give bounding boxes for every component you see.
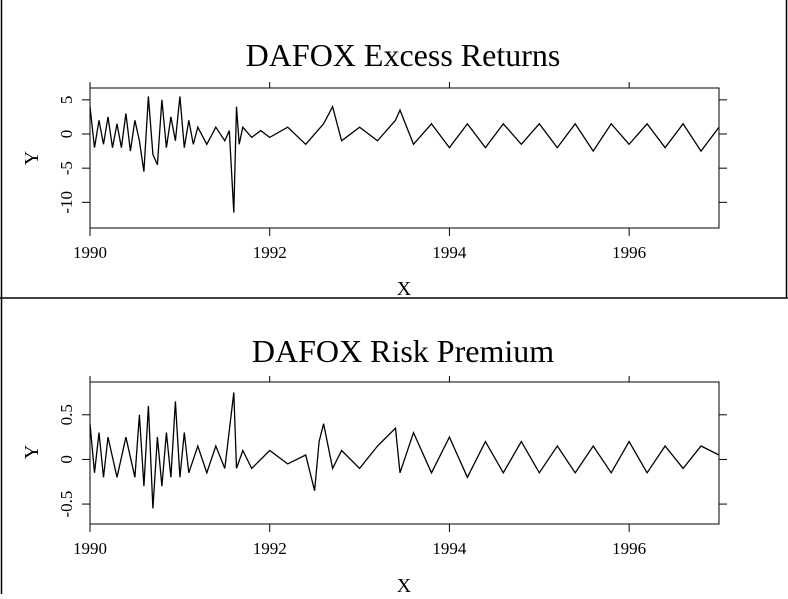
y-axis-label: Y [21, 151, 43, 165]
y-tick-label: -10 [57, 191, 76, 214]
y-tick-label: 5 [57, 96, 76, 105]
series-line [89, 392, 720, 509]
x-tick-label: 1992 [253, 539, 287, 558]
x-tick-label: 1996 [612, 243, 646, 262]
chart-title: DAFOX Excess Returns [246, 37, 561, 73]
x-axis-label: X [397, 278, 412, 300]
y-tick-label: -5 [57, 161, 76, 175]
x-tick-label: 1990 [73, 539, 107, 558]
axis-ticks: 1990 1992 1994 1996 5 0 -5 -10 [57, 82, 727, 262]
y-tick-label: 0 [57, 130, 76, 139]
plot-frame [89, 381, 720, 525]
plot-frame [89, 87, 720, 229]
axis-ticks: 1990 1992 1994 1996 0.5 0 -0.5 [57, 376, 727, 558]
excess-returns-panel: DAFOX Excess Returns 1990 1992 1994 1996 5 0 -… [21, 37, 727, 300]
y-tick-label: 0 [57, 455, 76, 464]
x-tick-label: 1994 [432, 539, 467, 558]
x-tick-label: 1990 [73, 243, 107, 262]
x-tick-label: 1992 [253, 243, 287, 262]
risk-premium-panel: DAFOX Risk Premium 1990 1992 1994 1996 0.5 0 -… [21, 333, 727, 597]
y-axis-label: Y [21, 445, 43, 459]
x-axis-label: X [397, 575, 412, 594]
chart-title: DAFOX Risk Premium [252, 333, 554, 369]
x-tick-label: 1994 [432, 243, 467, 262]
y-tick-label: -0.5 [57, 491, 76, 518]
x-tick-label: 1996 [612, 539, 646, 558]
series-line [89, 96, 720, 213]
y-tick-label: 0.5 [57, 404, 76, 425]
